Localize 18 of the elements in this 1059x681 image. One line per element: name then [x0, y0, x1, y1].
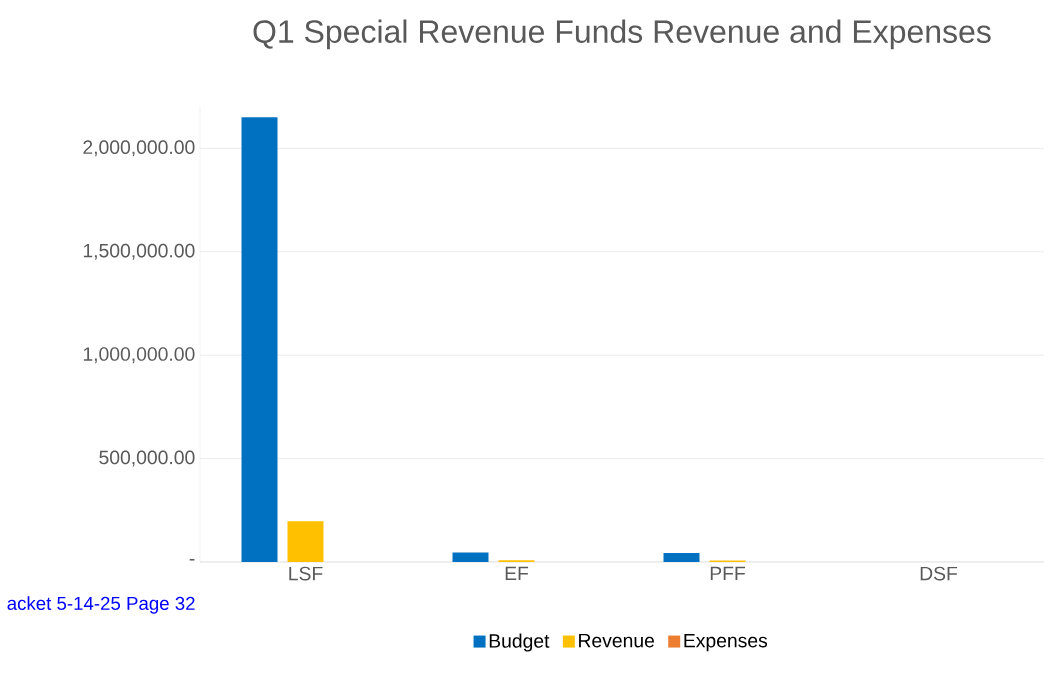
legend-label: Expenses: [684, 633, 768, 652]
chart-title: Q1 Special Revenue Funds Revenue and Expenses: [253, 19, 991, 50]
bar: [241, 117, 278, 562]
y-tick-label: 1,000,000.00: [83, 347, 195, 364]
y-tick-label: -: [189, 559, 195, 561]
y-tick-label: 2,000,000.00: [83, 140, 195, 157]
bar: [663, 553, 700, 562]
bar: [287, 521, 324, 562]
text: acket 5-14-25 Page 32: [7, 596, 195, 614]
x-tick-label: LSF: [289, 566, 323, 581]
y-tick-label: 1,500,000.00: [83, 243, 195, 260]
legend-label: Budget: [489, 633, 550, 652]
x-tick-label: DSF: [920, 566, 958, 581]
bar: [452, 552, 489, 562]
x-tick-label: EF: [505, 566, 529, 580]
legend-label: Revenue: [579, 633, 655, 648]
y-tick-label: 500,000.00: [99, 450, 195, 467]
x-tick-label: PFF: [710, 566, 745, 580]
